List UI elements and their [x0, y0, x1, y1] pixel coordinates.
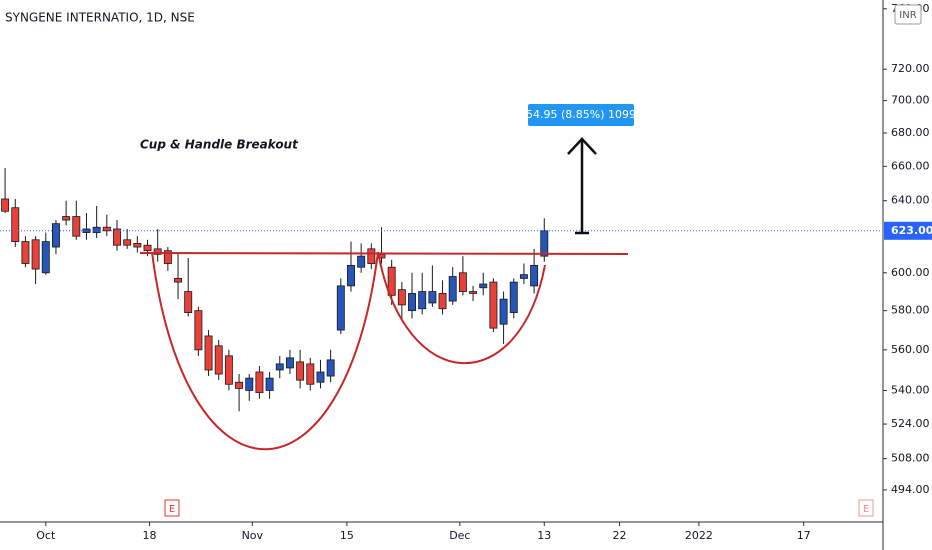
candle-body [143, 244, 152, 252]
candle-body [62, 216, 71, 221]
candle-body [72, 216, 81, 237]
plot-area [0, 168, 880, 412]
candle-body [163, 250, 172, 264]
candle-body [255, 371, 264, 393]
candle-body [458, 272, 467, 292]
y-tick-label: 508.00 [891, 452, 930, 465]
candle-body [438, 293, 447, 310]
candle-body [499, 298, 508, 325]
x-tick-label: 15 [340, 529, 354, 542]
event-marker-label: E [169, 504, 175, 515]
candle-body [519, 274, 528, 279]
candle-body [448, 276, 457, 302]
candle-body [153, 248, 162, 255]
x-tick-label: 17 [797, 529, 811, 542]
chart-title: SYNGENE INTERNATIO, 1D, NSE [5, 11, 195, 25]
candle-body [174, 277, 182, 283]
candle-body [418, 291, 427, 310]
handle-curve [377, 251, 546, 365]
x-tick-label: 2022 [685, 529, 713, 542]
currency-box [894, 4, 922, 25]
candle-body [184, 291, 193, 313]
candle-body [408, 293, 416, 312]
event-marker [164, 499, 180, 517]
y-tick-label: 524.00 [891, 417, 930, 430]
y-tick-label: 720.00 [891, 62, 930, 75]
candle-body [397, 289, 406, 306]
candle-body [31, 239, 40, 270]
price-axis: 494.00 508.00 524.00 540.00 560.00 580.00 600.… [883, 2, 932, 496]
candle-body [428, 291, 437, 304]
y-tick-label: 600.00 [891, 266, 930, 279]
candle-body [224, 355, 233, 385]
candle-body [1, 198, 10, 212]
resistance-line [139, 252, 629, 255]
candle-body [41, 241, 50, 274]
axes: Oct 18 Nov 15 Dec 13 22 2022 17 [0, 0, 884, 550]
candle-body [285, 357, 294, 369]
y-tick-label: 660.00 [891, 159, 930, 172]
candle-body [469, 291, 478, 294]
candle-body [479, 283, 488, 289]
x-tick-label: 22 [613, 529, 627, 542]
candle-body [540, 230, 549, 257]
candle-body [326, 359, 335, 377]
candle-body [296, 361, 305, 381]
candle-body [113, 228, 121, 246]
candle-body [82, 228, 91, 233]
candle-body [316, 371, 325, 383]
x-tick-label: Oct [36, 529, 56, 542]
x-tick-label: Dec [449, 529, 470, 542]
y-tick-label: 680.00 [891, 126, 930, 139]
currency-label: INR [899, 10, 916, 21]
measure-box [528, 104, 634, 126]
candle-body [102, 226, 111, 232]
event-marker-label: E [863, 504, 869, 515]
candle-body [530, 264, 539, 287]
x-tick-label: 13 [537, 529, 551, 542]
x-tick-label: 18 [143, 529, 157, 542]
annotation: Cup & Handle Breakout [140, 138, 299, 152]
candle-body [306, 363, 315, 385]
candle-body [235, 381, 244, 389]
y-tick-label: 494.00 [891, 483, 930, 496]
candle-body [347, 264, 355, 287]
candle-body [133, 242, 142, 248]
y-tick-label: 580.00 [891, 304, 930, 317]
y-tick-label: 700.00 [891, 94, 930, 107]
y-tick-label: 560.00 [891, 343, 930, 356]
candle-body [194, 310, 203, 351]
y-tick-label: 540.00 [891, 383, 930, 396]
candle-body [245, 377, 254, 391]
candle-body [367, 248, 376, 264]
drawings: Cup & Handle Breakout 54.95 (8.85%) 1099… [139, 104, 874, 517]
y-tick-label: 640.00 [891, 194, 930, 207]
candle-body [21, 241, 30, 264]
candle-body [214, 345, 223, 375]
candle-body [123, 239, 132, 246]
last-price-box [884, 221, 932, 240]
cup-curve [151, 251, 379, 450]
candle-body [92, 226, 101, 233]
x-tick-label: Nov [242, 529, 264, 542]
event-marker [858, 499, 874, 517]
candle-body [275, 363, 284, 371]
candle-body [204, 335, 213, 371]
candle-body [509, 281, 518, 313]
candle-body [265, 377, 274, 391]
candle-body [51, 223, 60, 248]
candle-body [489, 281, 498, 329]
candle-body [336, 285, 345, 331]
arrow-head [567, 137, 597, 155]
candle-body [357, 255, 366, 268]
candle-body [11, 207, 20, 242]
last-price-label: 623.00 [891, 224, 932, 237]
measure-label: 54.95 (8.85%) 1099 [526, 108, 636, 121]
candle-body [387, 266, 396, 296]
